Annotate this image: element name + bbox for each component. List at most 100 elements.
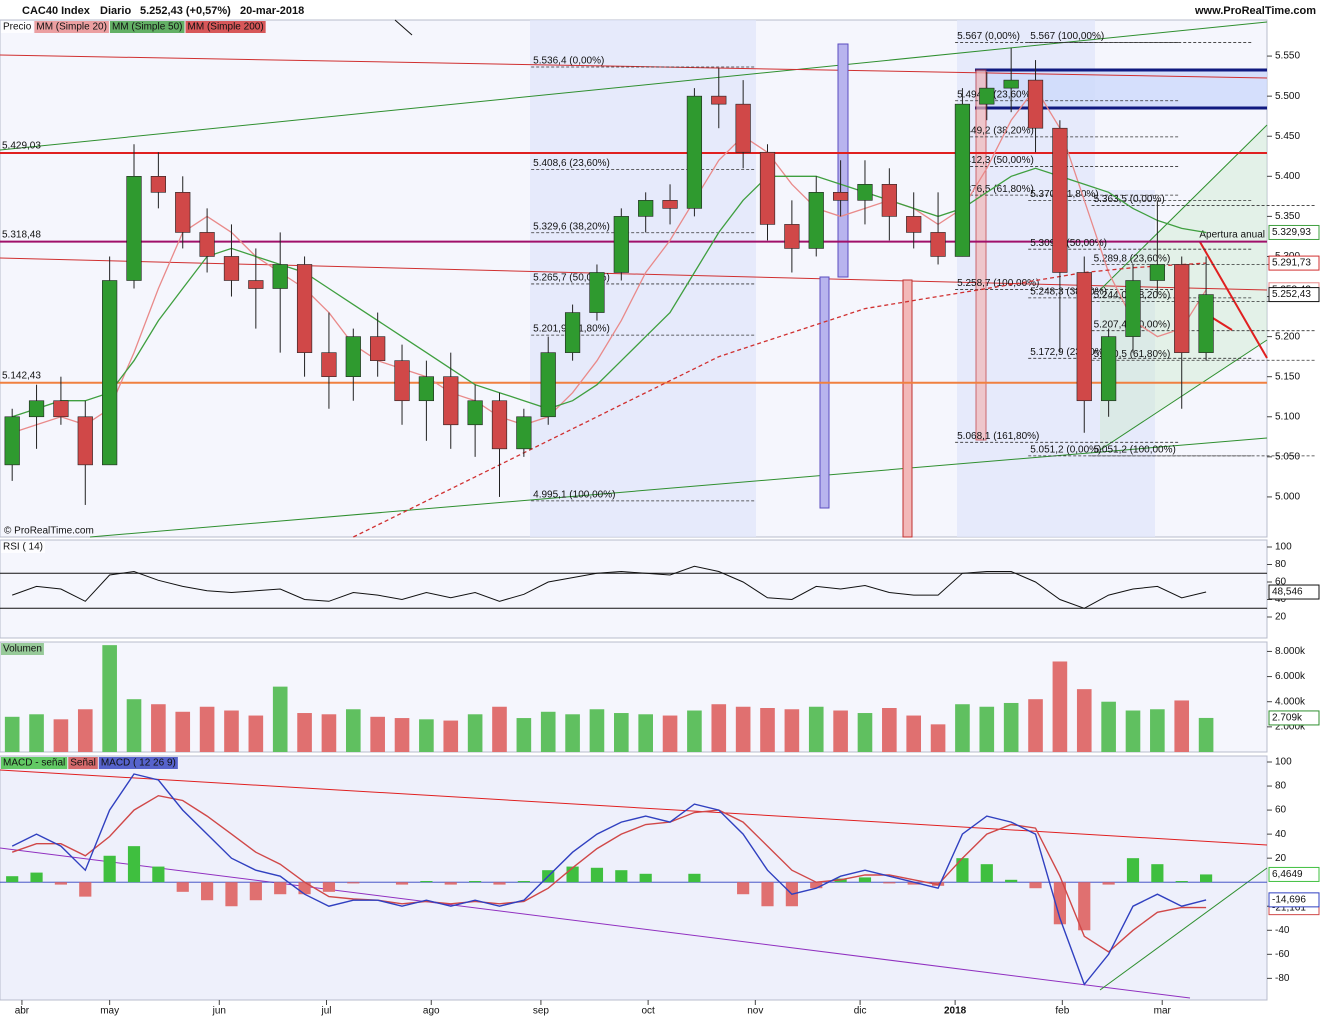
candle-body [540,352,556,418]
volume-bar [394,718,410,752]
candle-body [638,200,654,217]
histogram-bar [858,877,872,883]
volume-bar [4,716,20,752]
candle-body [1125,280,1141,337]
volume-bar [955,704,970,752]
fib-label: 5.248,3 (38,20%) [1030,287,1107,298]
candle-body [808,192,824,249]
histogram-bar [274,882,287,895]
legend-entry: Precio [3,22,32,33]
value-tag [1268,584,1320,600]
period: Diario [100,5,131,17]
legend-entry: MACD - señal [3,758,65,769]
histogram-bar [347,882,360,884]
volume-bar [272,686,288,752]
value-tag-label: 6,4649 [1272,869,1303,880]
y-tick-label: -60 [1275,949,1290,960]
y-tick-label: 5.450 [1275,131,1300,142]
fib-label: 5.289,8 (23,60%) [1094,253,1171,264]
y-tick-label: 60 [1275,577,1287,588]
histogram-bar [201,882,214,901]
legend-box [1,757,68,769]
legend-box [185,21,266,33]
candle-body [394,360,410,402]
value-tag-label: -14,696 [1272,895,1306,906]
volume-bar [199,706,215,752]
volume-bar [906,715,922,752]
fib-label: 5.170,5 (61,80%) [1094,349,1171,360]
volume-bar [1076,689,1092,752]
volume-bar [662,715,678,752]
candle-body [53,400,69,418]
candle-body [1174,264,1190,353]
legend-entry: RSI ( 14) [3,542,43,553]
fib-label: 5.363,5 (0,00%) [1094,194,1165,205]
level-name: Apertura anual [1199,229,1265,240]
copyright: © ProRealTime.com [4,526,94,537]
candle-body [418,376,435,402]
candle-body [857,184,873,201]
volume-bar [492,706,507,752]
candle-body [954,103,971,257]
y-tick-label: 80 [1275,781,1287,792]
candle-body [150,176,166,193]
volume-bar [248,715,264,752]
candle-body [370,336,386,361]
volume-bar [1052,661,1068,752]
quote: 5.252,43 (+0,57%) [140,5,231,17]
candle-body [564,312,581,353]
candle-body [467,400,483,426]
legend-entry: MM (Simple 20) [36,22,107,33]
volume-bar [565,714,580,752]
y-tick-label: 5.200 [1275,331,1300,342]
y-tick-label: 80 [1275,559,1287,570]
histogram-bar [1199,874,1213,883]
macd-line [11,794,1207,953]
candle-body [1149,264,1165,281]
x-tick-label: may [100,1006,119,1017]
y-tick-label: 5.100 [1275,411,1300,422]
candle-body [102,280,118,466]
x-tick-label: ago [423,1006,440,1017]
macd-line [11,773,1207,986]
x-tick-label: 2018 [944,1006,967,1017]
y-tick-label: -80 [1275,973,1290,984]
x-tick-label: feb [1055,1006,1069,1017]
fib-label: 5.449,2 (38,20%) [957,126,1034,137]
candle-body [443,376,459,426]
histogram-bar [1005,879,1018,883]
y-tick-label: 40 [1275,829,1287,840]
legend-entry: MM (Simple 200) [188,22,264,33]
histogram-bar [469,881,482,883]
volume-bar [370,716,385,752]
candle-body [759,151,776,225]
candle-body [881,184,897,217]
y-tick-label: 5.400 [1275,171,1300,182]
y-tick-label: 5.050 [1275,451,1300,462]
candle-body [272,264,288,289]
level-label: 5.318,48 [2,229,41,240]
histogram-bar [688,873,701,883]
rsi-line [12,565,1207,609]
candle-body [223,256,240,281]
value-tag-label: 5.291,73 [1272,258,1311,269]
histogram-bar [590,867,604,883]
trend-line [394,19,413,36]
candle-body [1052,127,1068,273]
y-tick-label: 5.000 [1275,492,1300,503]
volume-bar [589,709,605,752]
fib-label: 4.995,1 (100,00%) [533,489,615,500]
legend-box [98,757,178,769]
histogram-bar [1053,882,1066,925]
y-tick-label: 60 [1275,805,1287,816]
histogram-bar [980,864,993,883]
fib-label: 5.051,2 (100,00%) [1094,445,1176,456]
volume-bar [1174,700,1190,752]
y-tick-label: 20 [1275,612,1287,623]
candle-body [906,216,922,233]
volume-bar [224,710,239,752]
volume-bar [930,724,946,752]
y-tick-label: 4.000k [1275,696,1306,707]
histogram-bar [1078,882,1091,931]
date: 20-mar-2018 [240,5,304,17]
